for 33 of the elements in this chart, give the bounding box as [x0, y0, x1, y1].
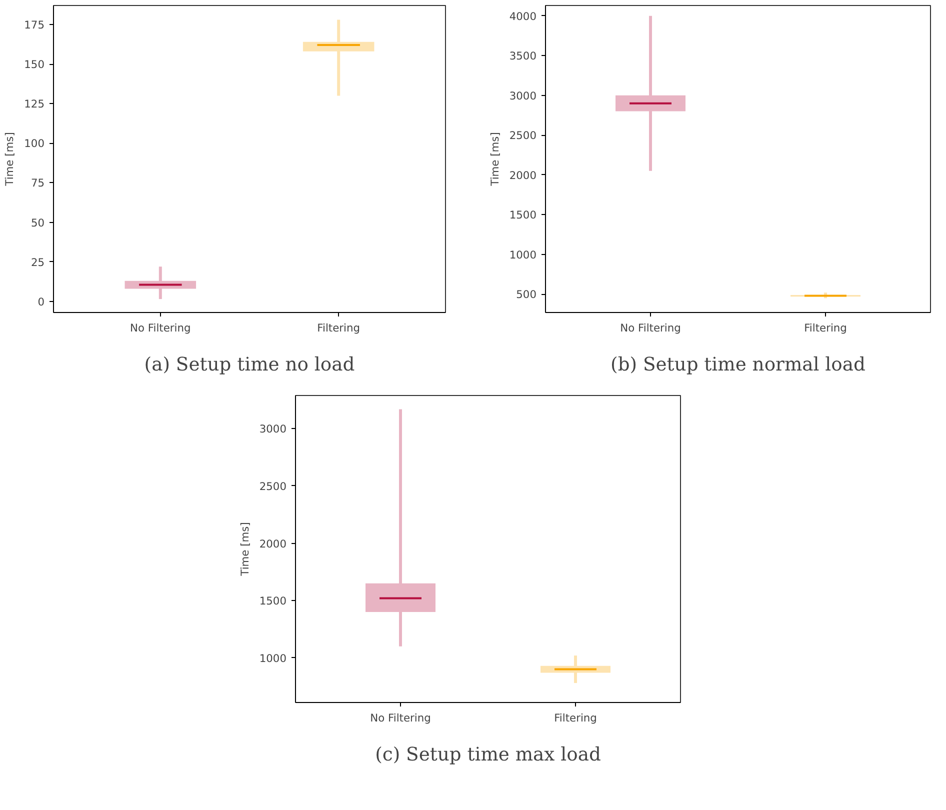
y-tick-label: 100 — [24, 137, 45, 150]
y-tick-label: 2500 — [509, 129, 537, 142]
y-axis-title: Time [ms] — [238, 522, 252, 577]
y-tick-label: 4000 — [509, 10, 537, 23]
y-tick-label: 3000 — [509, 89, 537, 102]
y-tick-label: 75 — [30, 176, 45, 190]
y-tick-label: 1000 — [259, 652, 287, 665]
y-tick-label: 2500 — [259, 480, 287, 493]
text: (b) Setup time normal load — [610, 354, 866, 376]
y-tick-label: 1500 — [509, 208, 537, 222]
x-tick-label: No Filtering — [620, 322, 681, 334]
y-tick-label: 150 — [24, 58, 45, 72]
y-tick-label: 1000 — [509, 248, 537, 262]
y-axis-title: Time [ms] — [3, 132, 16, 187]
y-tick-label: 0 — [38, 295, 45, 308]
y-tick-label: 25 — [30, 256, 45, 269]
y-tick-label: 50 — [30, 216, 45, 230]
y-tick-label: 2000 — [509, 168, 537, 182]
x-tick-label: No Filtering — [370, 712, 431, 724]
y-axis-title: Time [ms] — [488, 132, 502, 187]
y-tick-label: 2000 — [259, 537, 287, 550]
y-tick-label: 125 — [24, 98, 45, 111]
text: (a) Setup time no load — [144, 354, 355, 376]
x-tick-label: Filtering — [317, 322, 360, 334]
y-tick-label: 3500 — [509, 50, 537, 63]
y-tick-label: 175 — [24, 18, 45, 32]
y-tick-label: 1500 — [259, 594, 287, 608]
y-tick-label: 500 — [516, 288, 537, 302]
x-tick-label: Filtering — [554, 712, 597, 724]
text: (c) Setup time max load — [375, 744, 601, 766]
x-tick-label: Filtering — [804, 322, 847, 334]
x-tick-label: No Filtering — [130, 322, 191, 334]
y-tick-label: 3000 — [259, 422, 287, 436]
